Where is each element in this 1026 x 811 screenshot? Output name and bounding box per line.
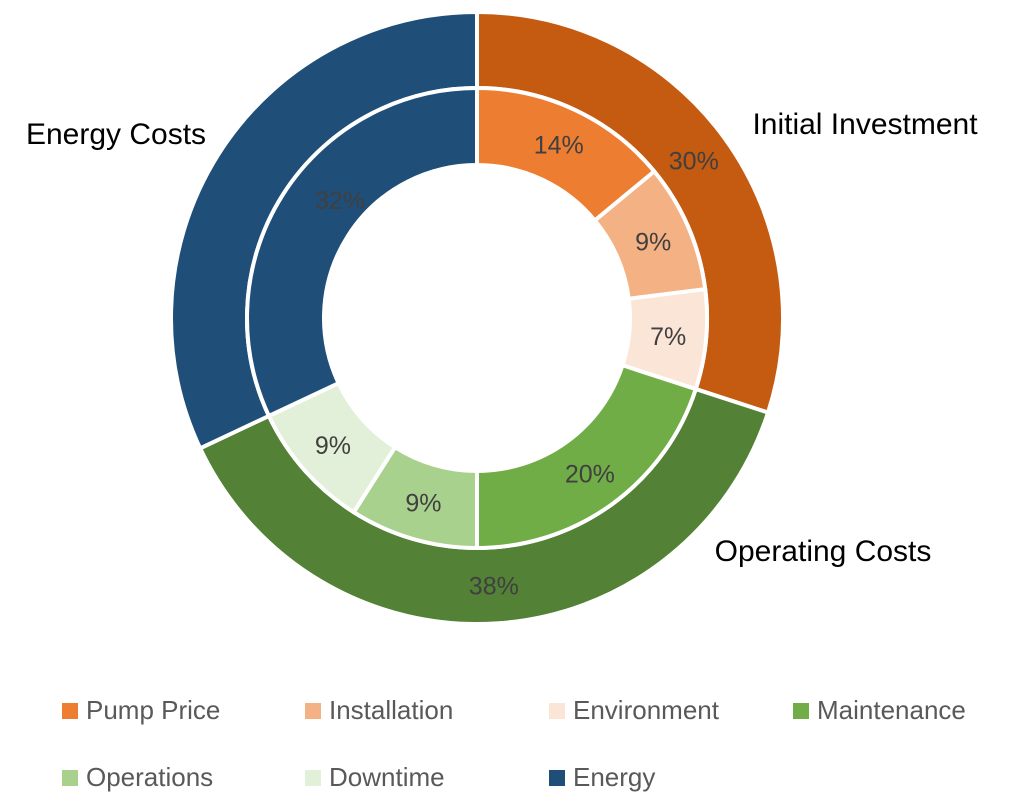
legend-swatch [305, 769, 321, 786]
category-label: Initial Investment [752, 108, 978, 141]
legend-item: Pump Price [62, 695, 220, 726]
legend-label: Installation [329, 695, 454, 725]
legend-swatch [305, 702, 321, 719]
legend-swatch [62, 702, 78, 719]
legend-label: Environment [573, 695, 719, 725]
inner-data-label: 32% [315, 187, 365, 215]
legend-item: Maintenance [793, 695, 966, 726]
inner-data-label: 20% [565, 460, 615, 488]
legend-swatch [793, 702, 809, 719]
inner-slice-energy [245, 85, 479, 419]
outer-data-label: 38% [469, 572, 519, 600]
legend-label: Downtime [329, 762, 445, 792]
legend-item: Installation [305, 695, 453, 726]
category-label: Energy Costs [26, 118, 206, 151]
legend-label: Maintenance [817, 695, 966, 725]
legend-label: Pump Price [86, 695, 221, 725]
category-label: Operating Costs [715, 535, 932, 568]
inner-data-label: 9% [635, 229, 671, 257]
legend-swatch [549, 702, 565, 719]
legend-item: Downtime [305, 762, 445, 793]
legend-item: Operations [62, 762, 213, 793]
legend-swatch [62, 769, 78, 786]
inner-data-label: 7% [650, 323, 686, 351]
outer-data-label: 30% [669, 147, 719, 175]
legend-swatch [549, 769, 565, 786]
legend-label: Operations [86, 762, 214, 792]
inner-data-label: 14% [534, 131, 584, 159]
legend-label: Energy [573, 762, 656, 792]
legend-item: Environment [549, 695, 719, 726]
legend-item: Energy [549, 762, 655, 793]
inner-data-label: 9% [315, 432, 351, 460]
inner-data-label: 9% [405, 489, 441, 517]
